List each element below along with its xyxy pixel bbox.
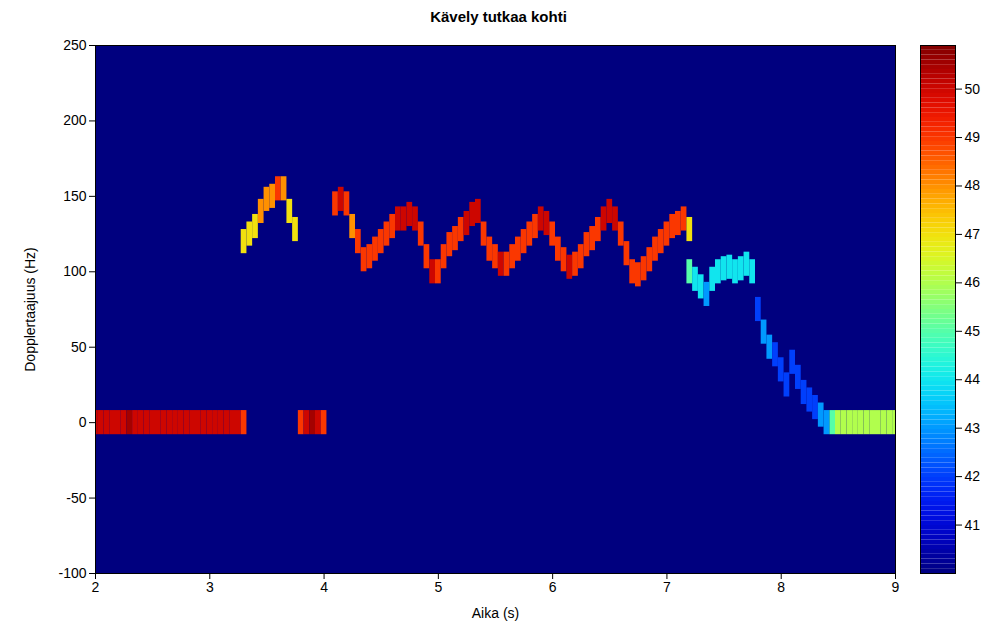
svg-text:-50: -50 — [66, 490, 86, 506]
svg-text:5: 5 — [434, 579, 442, 595]
svg-text:49: 49 — [965, 129, 981, 145]
svg-text:50: 50 — [965, 81, 981, 97]
svg-text:Aika (s): Aika (s) — [472, 605, 519, 621]
svg-text:0: 0 — [79, 414, 87, 430]
svg-text:44: 44 — [965, 371, 981, 387]
svg-text:9: 9 — [892, 579, 900, 595]
svg-text:Dopplertaajuus (Hz): Dopplertaajuus (Hz) — [22, 247, 38, 372]
svg-text:4: 4 — [320, 579, 328, 595]
svg-text:3: 3 — [206, 579, 214, 595]
svg-text:7: 7 — [663, 579, 671, 595]
svg-text:150: 150 — [63, 188, 87, 204]
svg-text:42: 42 — [965, 468, 981, 484]
svg-text:45: 45 — [965, 323, 981, 339]
svg-text:47: 47 — [965, 226, 981, 242]
svg-text:48: 48 — [965, 177, 981, 193]
svg-text:100: 100 — [63, 263, 87, 279]
svg-text:8: 8 — [777, 579, 785, 595]
svg-text:-100: -100 — [58, 565, 86, 581]
svg-text:41: 41 — [965, 517, 981, 533]
svg-text:2: 2 — [92, 579, 100, 595]
svg-text:250: 250 — [63, 37, 87, 53]
html-text:Kävely tutkaa kohti: Kävely tutkaa kohti — [430, 8, 567, 25]
svg-text:6: 6 — [549, 579, 557, 595]
svg-text:50: 50 — [71, 339, 87, 355]
svg-text:200: 200 — [63, 112, 87, 128]
svg-text:46: 46 — [965, 274, 981, 290]
svg-text:43: 43 — [965, 420, 981, 436]
